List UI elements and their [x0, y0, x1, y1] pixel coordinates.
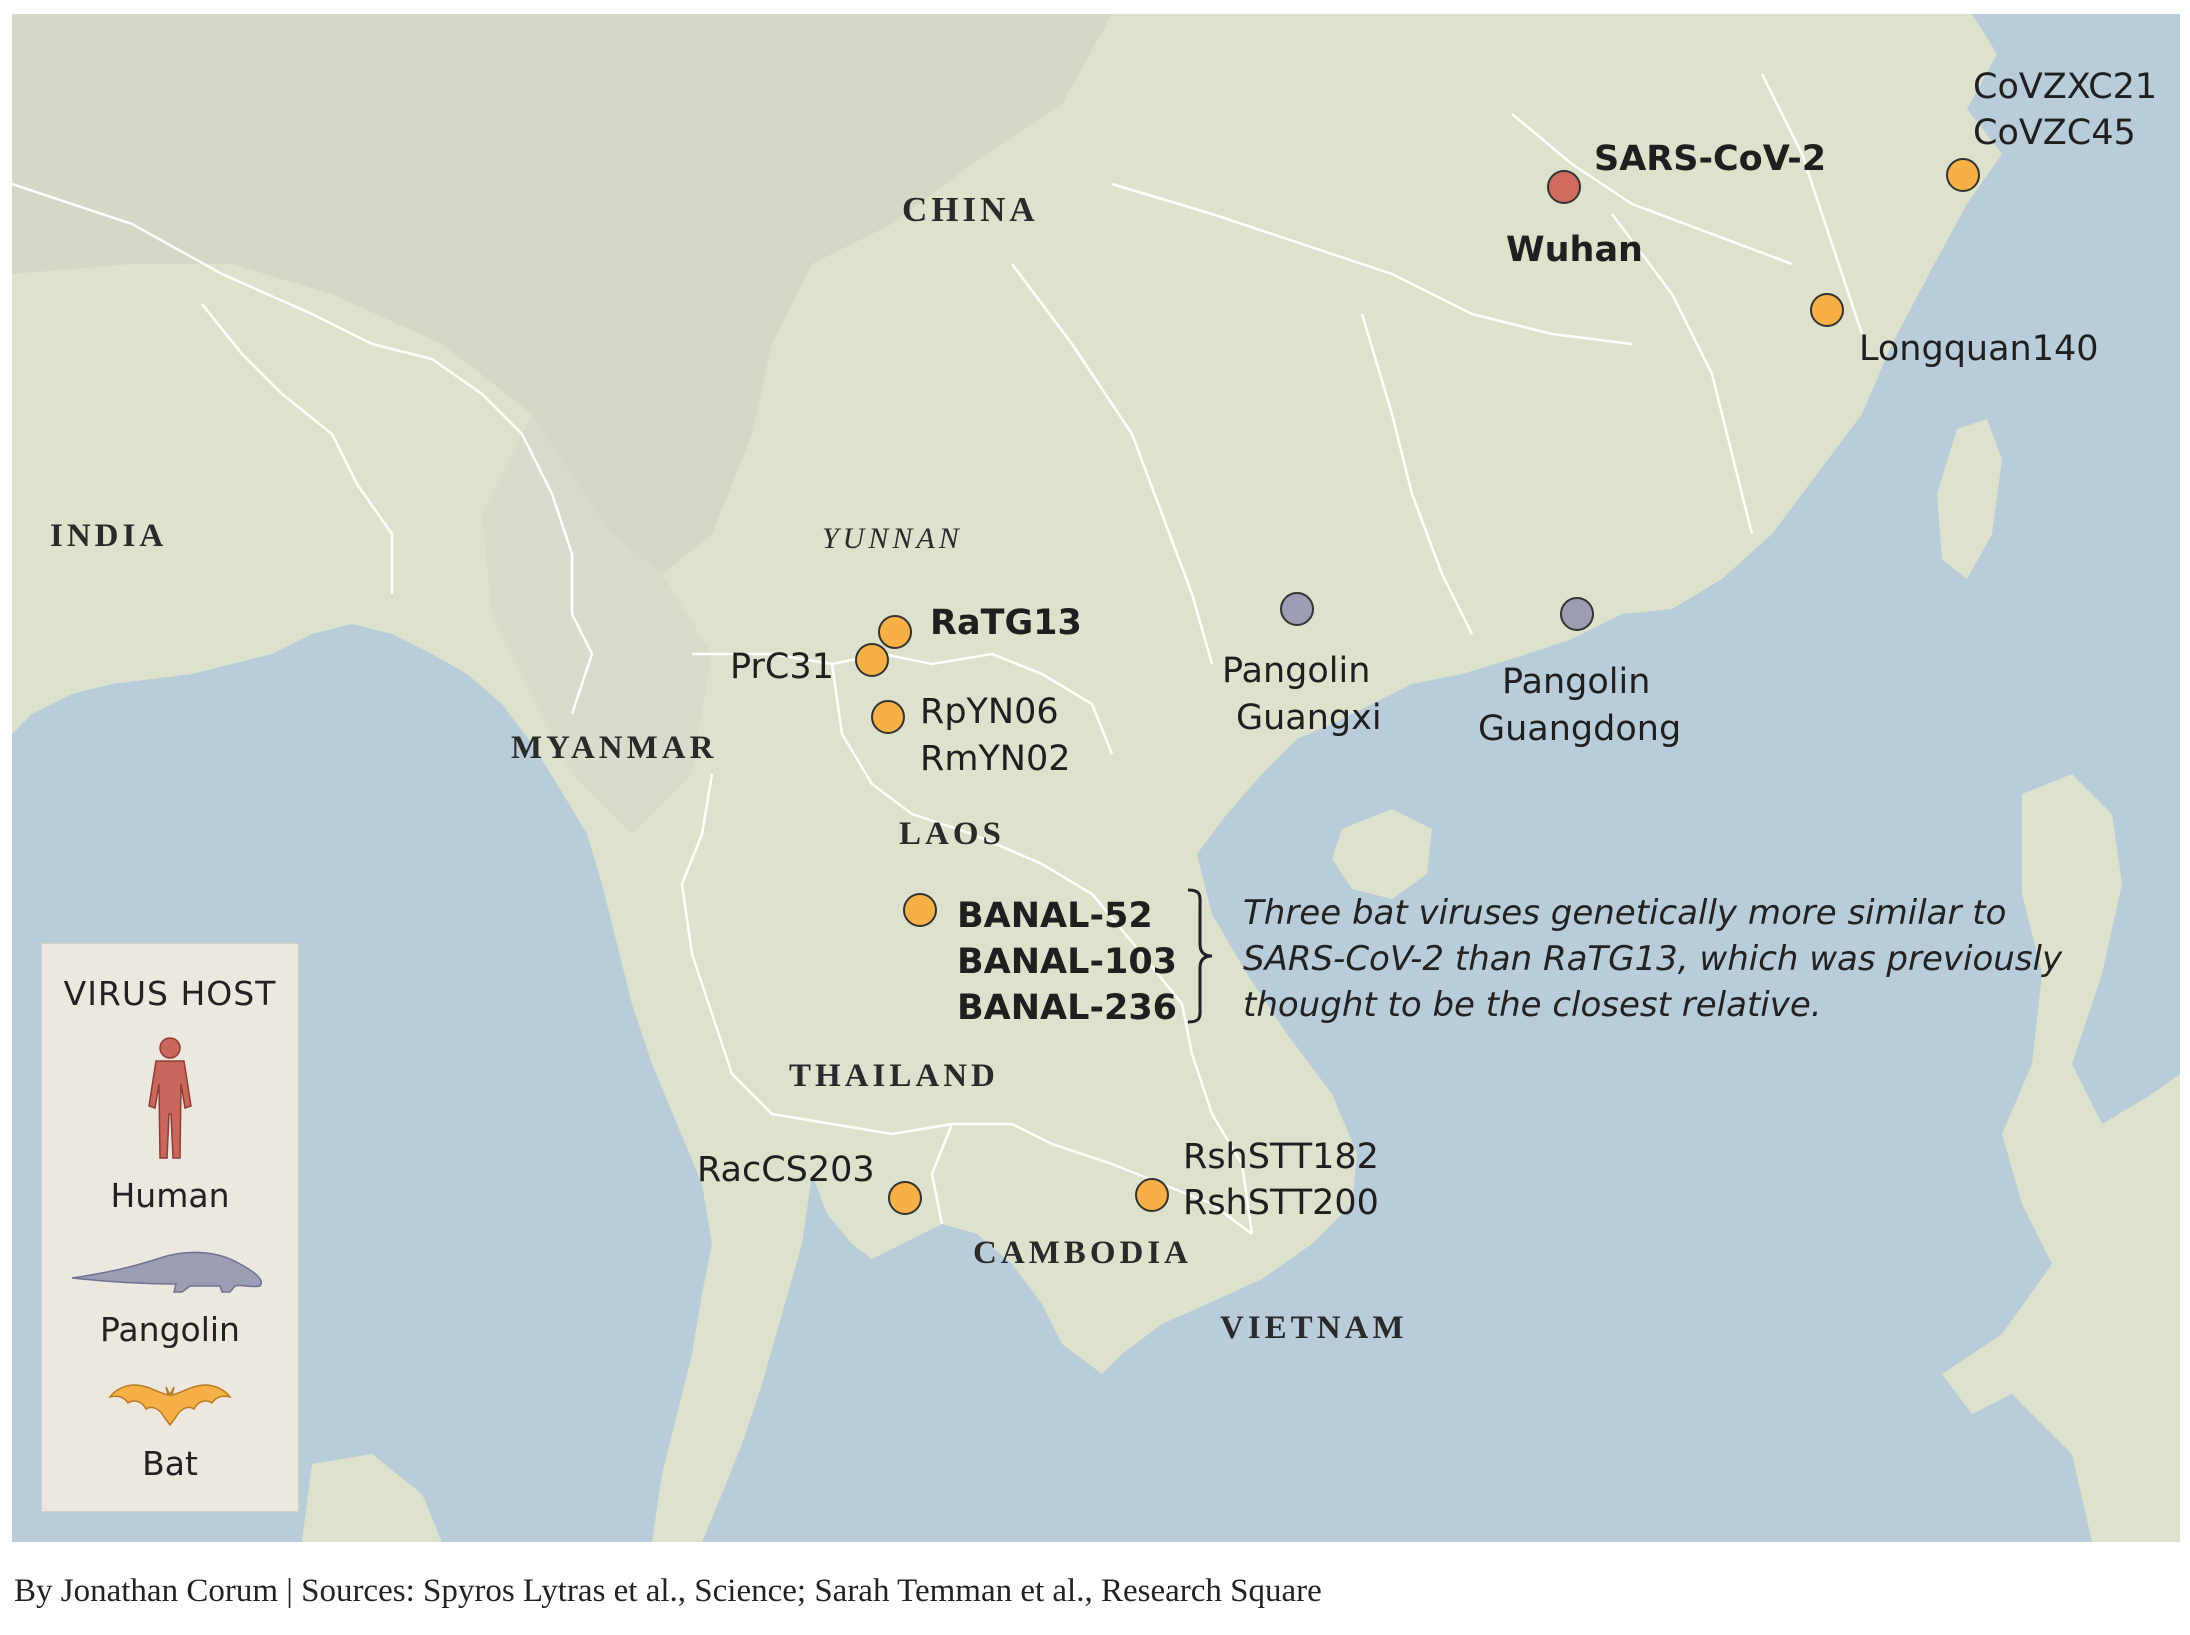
virus-label-banal-52: BANAL-52 [957, 896, 1153, 936]
border-line [830, 663, 1194, 1055]
virus-label-covzc45: CoVZC45 [1973, 113, 2136, 153]
virus-label-banal-103: BANAL-103 [957, 942, 1178, 982]
province-line [1611, 213, 1754, 535]
province-line [1111, 182, 1633, 346]
virus-label-rmyn02: RmYN02 [920, 739, 1071, 779]
philippines [1942, 774, 2180, 1542]
province-line [1360, 313, 1474, 635]
virus-label-pangolin-guangxi: Pangolin [1222, 651, 1371, 691]
virus-label-prc31: PrC31 [730, 647, 834, 687]
city-label-wuhan: Wuhan [1506, 230, 1643, 270]
border-line [680, 773, 1053, 1146]
border-line [692, 652, 1114, 755]
annotation-line-2: SARS-CoV-2 than RaTG13, which was previo… [1243, 939, 2063, 979]
pangolin-virus-marker-guangxi [1280, 592, 1314, 626]
virus-label-pangolin-guangdong: Pangolin [1502, 662, 1651, 702]
legend-title: VIRUS HOST [63, 974, 277, 1013]
province-line [1511, 113, 1793, 266]
country-label-china: CHINA [902, 190, 1039, 229]
virus-host-legend: VIRUS HOST Human Pangolin Bat [41, 943, 299, 1512]
province-line [1011, 263, 1214, 665]
virus-label-ratg13: RaTG13 [930, 603, 1082, 643]
virus-label-covzxc21: CoVZXC21 [1973, 67, 2158, 107]
bat-virus-marker-rpyn06 [871, 700, 905, 734]
border-line [930, 1123, 954, 1225]
border-line [1190, 1053, 1254, 1235]
legend-label-pangolin: Pangolin [100, 1310, 240, 1349]
bat-icon [108, 1384, 232, 1427]
malay-coast [302, 1454, 442, 1542]
bat-virus-marker-longquan140 [1810, 293, 1844, 327]
virus-label-guangdong: Guangdong [1478, 709, 1682, 749]
virus-label-rshstt200: RshSTT200 [1183, 1183, 1379, 1223]
legend-label-human: Human [110, 1176, 230, 1215]
border-line [12, 182, 594, 715]
border-line [201, 303, 394, 594]
virus-label-sars-cov-2: SARS-CoV-2 [1594, 139, 1827, 179]
province-line [1760, 73, 1864, 335]
virus-label-rshstt182: RshSTT182 [1183, 1137, 1379, 1177]
brace-bracket [1187, 888, 1213, 1024]
bat-virus-marker-ratg13 [878, 615, 912, 649]
annotation-line-3: thought to be the closest relative. [1243, 985, 1822, 1025]
human-figure-icon [148, 1037, 192, 1159]
bat-virus-marker-prc31 [855, 643, 889, 677]
human-virus-marker-sars-cov-2 [1547, 170, 1581, 204]
virus-label-banal-236: BANAL-236 [957, 988, 1178, 1028]
country-label-myanmar: MYANMAR [511, 730, 718, 766]
bat-virus-marker-banal [903, 893, 937, 927]
country-label-thailand: THAILAND [789, 1058, 999, 1094]
country-label-laos: LAOS [899, 816, 1005, 852]
bat-virus-marker-covzc [1946, 158, 1980, 192]
hainan-island [1332, 809, 1432, 899]
taiwan-island [1937, 419, 2002, 579]
virus-label-raccs203: RacCS203 [697, 1150, 875, 1190]
virus-label-guangxi: Guangxi [1236, 698, 1382, 738]
bat-virus-marker-raccs203 [888, 1181, 922, 1215]
pangolin-virus-marker-guangdong [1560, 597, 1594, 631]
bat-virus-marker-rshstt [1135, 1178, 1169, 1212]
legend-label-bat: Bat [142, 1444, 198, 1483]
pangolin-icon [71, 1251, 262, 1293]
country-label-cambodia: CAMBODIA [973, 1235, 1192, 1271]
virus-label-longquan140: Longquan140 [1859, 329, 2099, 369]
annotation-line-1: Three bat viruses genetically more simil… [1243, 893, 2007, 933]
tibet-plateau-shading [12, 14, 1112, 574]
country-label-india: INDIA [50, 518, 168, 554]
virus-label-rpyn06: RpYN06 [920, 692, 1059, 732]
country-label-vietnam: VIETNAM [1220, 1310, 1408, 1346]
mountain-shading-2 [482, 414, 712, 834]
source-credit: By Jonathan Corum | Sources: Spyros Lytr… [14, 1573, 1322, 1609]
province-label-yunnan: YUNNAN [822, 522, 963, 555]
map-background [12, 14, 2180, 1542]
